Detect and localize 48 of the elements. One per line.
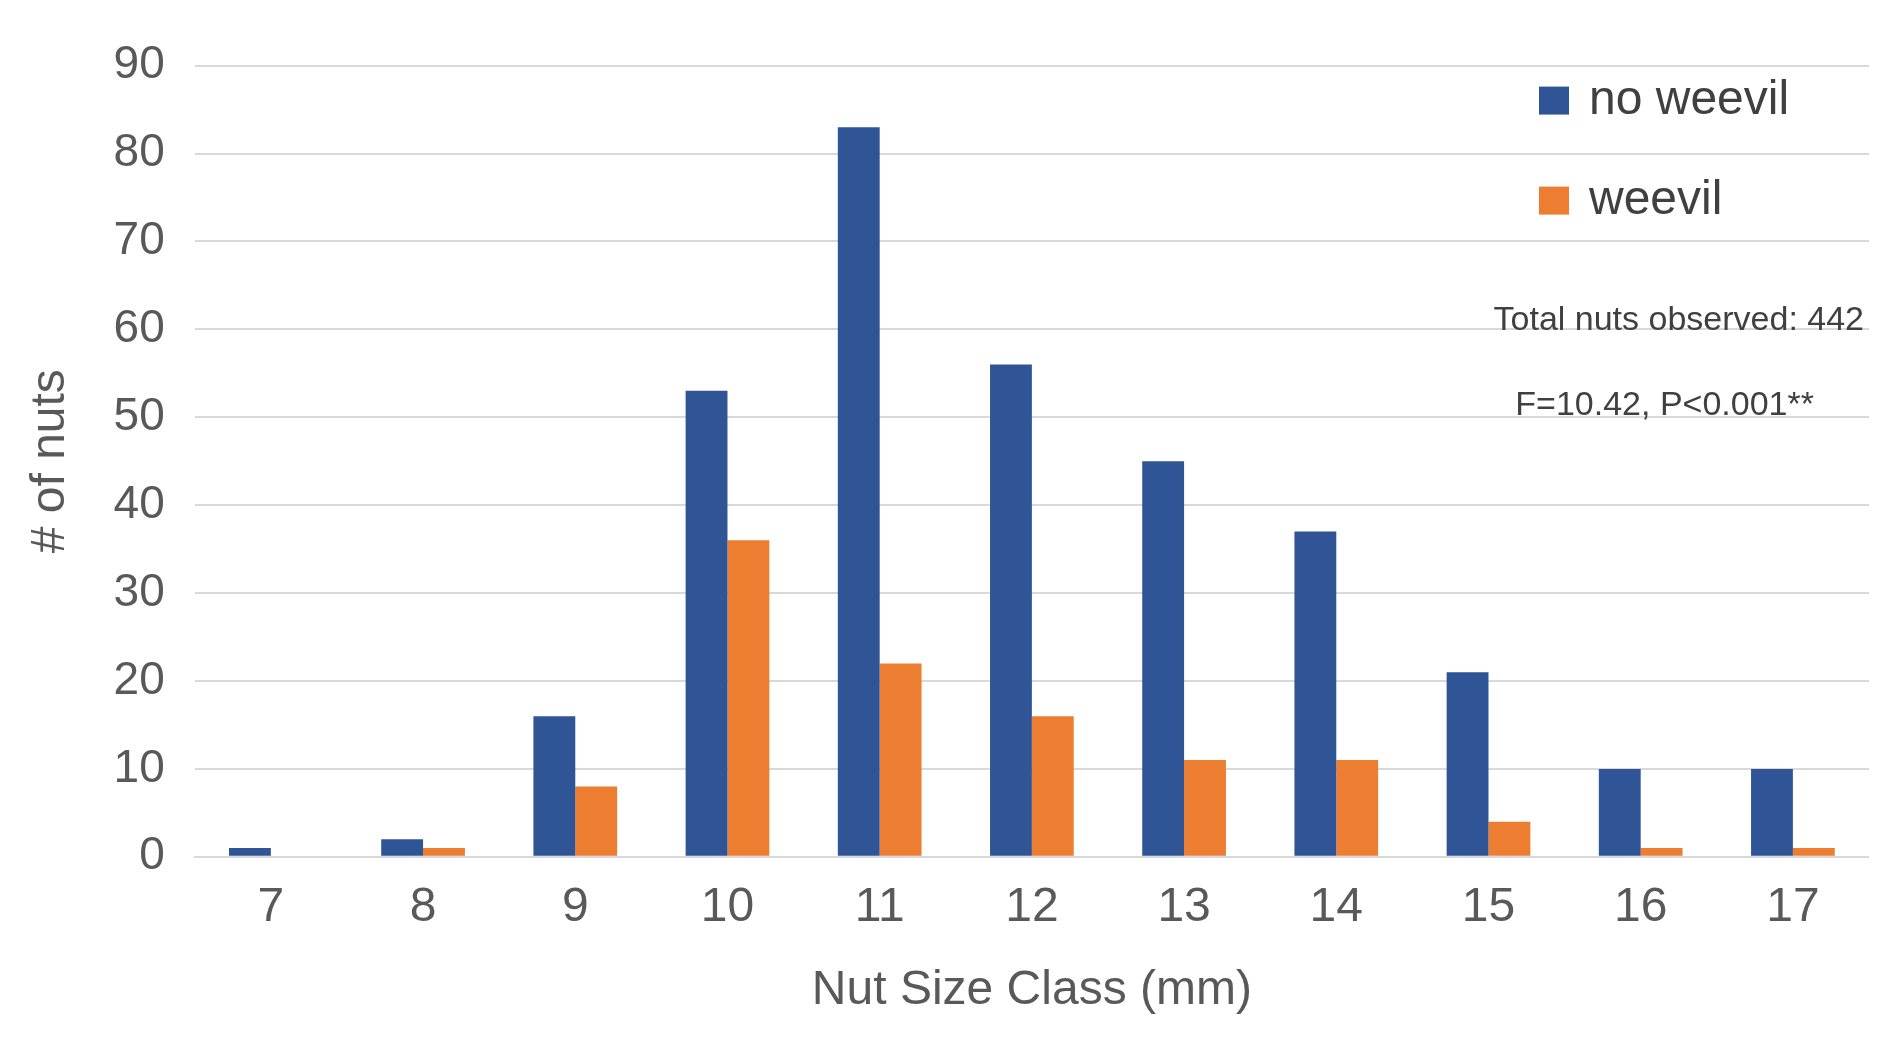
bar bbox=[1446, 672, 1489, 856]
legend-label: weevil bbox=[1588, 170, 1723, 224]
x-tick-label: 9 bbox=[561, 877, 589, 931]
x-tick-label: 12 bbox=[1005, 877, 1059, 931]
bar bbox=[837, 127, 880, 856]
x-tick-label: 8 bbox=[409, 877, 437, 931]
y-tick-label: 40 bbox=[113, 475, 165, 528]
bar bbox=[1488, 821, 1531, 856]
bar bbox=[381, 839, 424, 856]
x-tick-label: 16 bbox=[1614, 877, 1668, 931]
x-tick-label: 15 bbox=[1461, 877, 1516, 931]
bar bbox=[1598, 768, 1641, 856]
x-tick-label: 13 bbox=[1157, 877, 1211, 931]
y-tick-label: 30 bbox=[113, 563, 165, 616]
annotation: F=10.42, P<0.001** bbox=[1515, 383, 1814, 422]
bar bbox=[533, 716, 576, 856]
bar bbox=[1031, 716, 1074, 856]
x-axis-title: Nut Size Class (mm) bbox=[811, 961, 1252, 1015]
bar bbox=[1294, 531, 1337, 856]
bar bbox=[423, 848, 465, 856]
x-tick-label: 10 bbox=[700, 877, 755, 931]
bar bbox=[685, 390, 728, 856]
y-tick-label: 60 bbox=[113, 300, 165, 353]
x-tick-label: 17 bbox=[1766, 877, 1820, 931]
y-axis-title: # of nuts bbox=[21, 369, 75, 554]
y-tick-label: 70 bbox=[113, 212, 165, 265]
y-tick-label: 10 bbox=[113, 739, 165, 792]
x-tick-label: 11 bbox=[854, 877, 905, 931]
x-tick-label: 14 bbox=[1309, 877, 1363, 931]
bar bbox=[229, 848, 271, 856]
bar bbox=[990, 364, 1032, 856]
x-tick-label: 7 bbox=[257, 877, 285, 931]
y-tick-label: 20 bbox=[113, 651, 165, 704]
legend-label: no weevil bbox=[1589, 70, 1790, 124]
bar bbox=[1142, 461, 1185, 856]
bar bbox=[1792, 848, 1835, 856]
y-tick-label: 90 bbox=[113, 36, 165, 89]
bar bbox=[575, 786, 618, 856]
bar bbox=[1640, 848, 1683, 856]
y-tick-label: 50 bbox=[113, 387, 165, 440]
bar bbox=[1184, 760, 1226, 856]
bar bbox=[727, 540, 770, 856]
bar bbox=[1336, 760, 1379, 856]
bar bbox=[1751, 768, 1793, 856]
annotation: Total nuts observed: 442 bbox=[1493, 298, 1864, 337]
y-tick-label: 0 bbox=[139, 827, 165, 880]
y-tick-label: 80 bbox=[113, 124, 165, 177]
bar bbox=[879, 663, 922, 856]
